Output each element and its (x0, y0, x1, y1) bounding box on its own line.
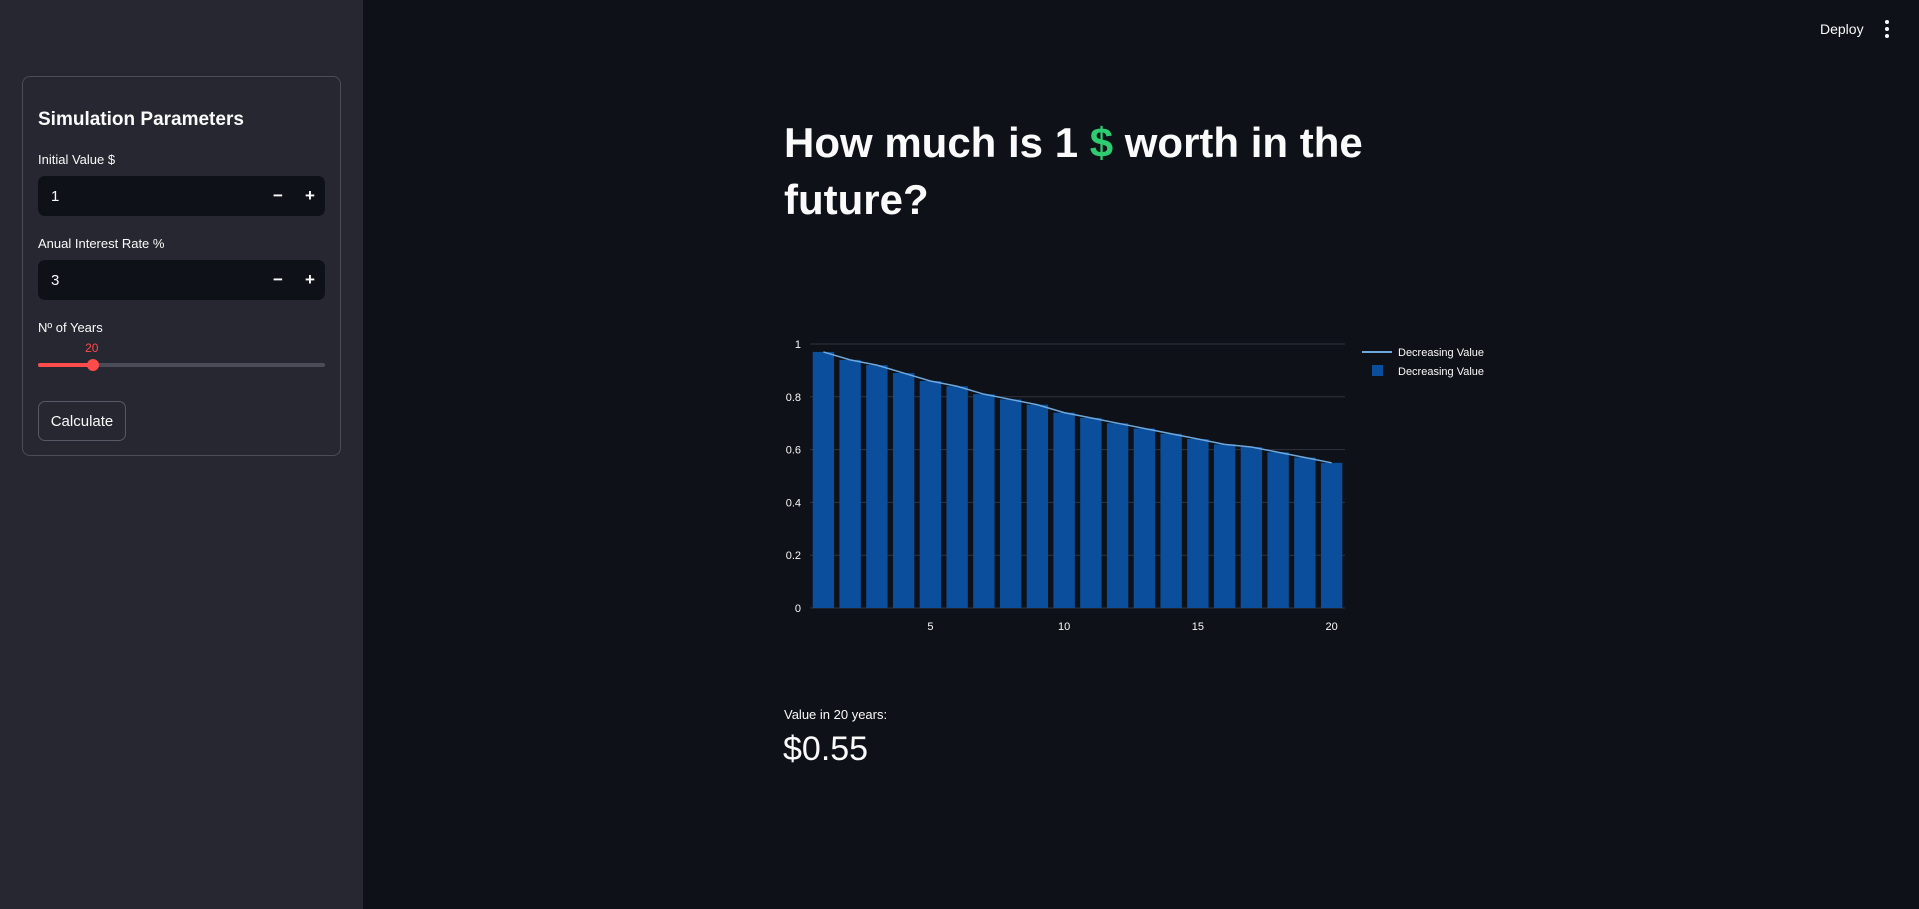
initial-value-increment-button[interactable]: + (305, 186, 315, 205)
legend-bar-swatch (1372, 365, 1383, 376)
bar (866, 365, 888, 608)
initial-value-input[interactable] (38, 176, 258, 216)
bar (946, 386, 968, 608)
initial-value-label: Initial Value $ (38, 152, 116, 167)
bar (892, 373, 915, 608)
bar (1213, 444, 1236, 608)
bar (1080, 417, 1102, 608)
interest-rate-input[interactable] (38, 260, 258, 300)
title-text-start: How much is 1 (784, 119, 1090, 166)
x-tick-label: 15 (1192, 621, 1204, 633)
interest-rate-label: Anual Interest Rate % (38, 236, 165, 251)
y-tick-label: 0 (795, 603, 801, 615)
deploy-button[interactable]: Deploy (1820, 21, 1864, 37)
years-slider-value: 20 (85, 341, 99, 355)
bar (919, 380, 942, 608)
x-tick-label: 10 (1058, 621, 1070, 633)
bar (973, 394, 995, 608)
metric-value: $0.55 (783, 730, 869, 768)
interest-rate-increment-button[interactable]: + (305, 270, 315, 289)
series-line (823, 351, 1332, 464)
years-slider-thumb[interactable] (87, 359, 100, 371)
y-tick-label: 0.6 (786, 445, 801, 457)
interest-rate-input-wrapper: − + (38, 260, 325, 300)
y-tick-label: 0.2 (786, 550, 801, 562)
form-title: Simulation Parameters (38, 109, 244, 130)
bar (1160, 433, 1182, 608)
bar (812, 351, 835, 608)
interest-rate-decrement-button[interactable]: − (273, 270, 283, 289)
years-slider-fill (38, 363, 94, 367)
initial-value-decrement-button[interactable]: − (273, 186, 283, 205)
dollar-icon: $ (1089, 119, 1114, 166)
bar (1187, 439, 1209, 608)
years-label: Nº of Years (38, 320, 103, 335)
y-tick-label: 0.4 (786, 497, 801, 509)
y-tick-label: 1 (795, 339, 801, 351)
bar (1026, 404, 1049, 608)
bar (999, 399, 1022, 608)
bar (839, 359, 861, 608)
simulation-form: Simulation Parameters Initial Value $ − … (22, 76, 341, 456)
legend-entry-line: Decreasing Value (1398, 347, 1484, 359)
metric-label: Value in 20 years: (784, 707, 888, 722)
bar (1320, 462, 1343, 608)
years-slider-track[interactable] (38, 359, 325, 371)
sidebar: Simulation Parameters Initial Value $ − … (0, 0, 363, 909)
calculate-button[interactable]: Calculate (38, 401, 126, 441)
page-title: How much is 1 $ worth in the future? (784, 114, 1404, 228)
x-tick-label: 5 (927, 621, 933, 633)
legend-entry-bar: Decreasing Value (1398, 366, 1484, 378)
vertical-ellipsis-icon[interactable] (1880, 18, 1894, 40)
bar (1294, 457, 1316, 608)
bar (1240, 446, 1263, 608)
bar (1133, 428, 1156, 608)
y-tick-label: 0.8 (786, 392, 801, 404)
title-text-end: worth in the future? (784, 119, 1363, 223)
bar (1106, 423, 1129, 608)
initial-value-input-wrapper: − + (38, 176, 325, 216)
bar (1053, 412, 1075, 608)
bar (1267, 452, 1289, 608)
x-tick-label: 20 (1326, 621, 1338, 633)
